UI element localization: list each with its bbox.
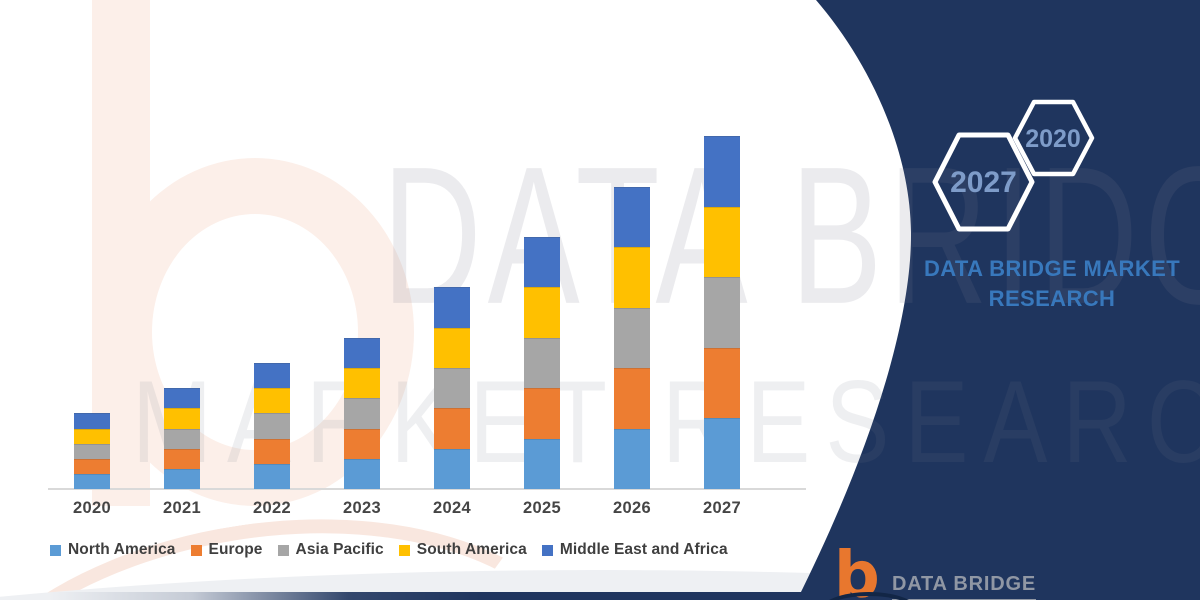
- x-axis-line: [48, 488, 806, 490]
- hexagon-year-2020: 2020: [1025, 125, 1081, 153]
- legend-swatch-north-america: [50, 544, 61, 556]
- legend-swatch-south-america: [398, 544, 410, 556]
- legend-item-south-america: South America: [398, 541, 527, 559]
- bar-segment-2024-south-america: [434, 327, 470, 369]
- bar-segment-2023-north-america: [344, 458, 380, 489]
- bar-segment-2026-europe: [614, 368, 650, 429]
- bar-segment-2023-south-america: [344, 368, 380, 399]
- x-tick-2024: 2024: [433, 499, 471, 517]
- hexagon-year-2027: 2027: [950, 166, 1017, 199]
- legend-item-middle-east-and-africa: Middle East and Africa: [541, 541, 728, 559]
- legend-swatch-middle-east-and-africa: [541, 544, 553, 556]
- bar-segment-2021-asia-pacific: [164, 428, 200, 449]
- legend-item-asia-pacific: Asia Pacific: [277, 541, 384, 559]
- bar-segment-2024-asia-pacific: [434, 368, 470, 409]
- bar-segment-2020-asia-pacific: [74, 443, 110, 459]
- bottom-navy-strip: [0, 592, 1200, 600]
- legend-item-europe: Europe: [190, 541, 263, 559]
- x-tick-2023: 2023: [343, 499, 381, 517]
- bar-segment-2023-asia-pacific: [344, 398, 380, 429]
- bar-segment-2025-middle-east-and-africa: [524, 237, 560, 288]
- bar-segment-2022-north-america: [254, 463, 290, 489]
- bar-stack-2027: [704, 136, 740, 489]
- bar-stack-2026: [614, 186, 650, 489]
- bar-segment-2020-europe: [74, 458, 110, 474]
- bar-segment-2024-middle-east-and-africa: [434, 287, 470, 328]
- brand-name-text: DATA BRIDGE MARKET RESEARCH: [922, 254, 1182, 314]
- legend-item-north-america: North America: [50, 541, 176, 559]
- bar-stack-2021: [164, 388, 200, 489]
- bar-segment-2022-asia-pacific: [254, 413, 290, 439]
- bar-segment-2023-europe: [344, 428, 380, 459]
- bar-stack-2023: [344, 337, 380, 489]
- bar-segment-2027-europe: [704, 347, 740, 419]
- bar-segment-2024-north-america: [434, 448, 470, 489]
- bar-segment-2026-middle-east-and-africa: [614, 186, 650, 248]
- bar-segment-2021-middle-east-and-africa: [164, 388, 200, 409]
- legend-swatch-asia-pacific: [277, 544, 289, 556]
- x-tick-2026: 2026: [613, 499, 651, 517]
- x-tick-2021: 2021: [163, 499, 201, 517]
- bar-segment-2020-middle-east-and-africa: [74, 413, 110, 429]
- legend-swatch-europe: [190, 544, 202, 556]
- bar-segment-2025-north-america: [524, 438, 560, 489]
- bar-segment-2022-south-america: [254, 388, 290, 414]
- x-tick-2027: 2027: [703, 499, 741, 517]
- x-tick-2020: 2020: [73, 499, 111, 517]
- bar-segment-2020-north-america: [74, 473, 110, 489]
- legend-label-middle-east-and-africa: Middle East and Africa: [559, 541, 728, 558]
- bar-segment-2021-north-america: [164, 468, 200, 489]
- bar-segment-2021-europe: [164, 448, 200, 469]
- bar-segment-2027-middle-east-and-africa: [704, 136, 740, 207]
- x-tick-2022: 2022: [253, 499, 291, 517]
- bar-segment-2025-asia-pacific: [524, 337, 560, 389]
- legend-label-europe: Europe: [208, 541, 263, 558]
- bar-stack-2024: [434, 287, 470, 489]
- bar-stack-2022: [254, 363, 290, 489]
- bar-segment-2026-asia-pacific: [614, 307, 650, 369]
- bar-segment-2027-south-america: [704, 206, 740, 278]
- bar-segment-2024-europe: [434, 408, 470, 449]
- bar-stack-2025: [524, 237, 560, 489]
- legend-label-north-america: North America: [68, 541, 176, 558]
- bar-segment-2022-middle-east-and-africa: [254, 363, 290, 389]
- bar-segment-2025-europe: [524, 388, 560, 439]
- footer-logo-wordmark: DATA BRIDGE: [892, 573, 1036, 600]
- legend-label-south-america: South America: [416, 541, 527, 558]
- bar-stack-2020: [74, 413, 110, 489]
- bar-segment-2026-north-america: [614, 428, 650, 489]
- bar-segment-2025-south-america: [524, 287, 560, 338]
- x-tick-2025: 2025: [523, 499, 561, 517]
- bar-segment-2027-north-america: [704, 418, 740, 489]
- brand-name-line2: RESEARCH: [988, 286, 1116, 311]
- brand-name-line1: DATA BRIDGE MARKET: [923, 256, 1181, 281]
- bar-segment-2027-asia-pacific: [704, 277, 740, 348]
- bar-segment-2023-middle-east-and-africa: [344, 337, 380, 369]
- bar-segment-2021-south-america: [164, 408, 200, 429]
- chart-legend: North America Europe Asia Pacific South Ame…: [50, 541, 728, 559]
- legend-label-asia-pacific: Asia Pacific: [295, 541, 384, 558]
- bar-segment-2022-europe: [254, 438, 290, 464]
- bar-segment-2020-south-america: [74, 428, 110, 444]
- bar-segment-2026-south-america: [614, 247, 650, 308]
